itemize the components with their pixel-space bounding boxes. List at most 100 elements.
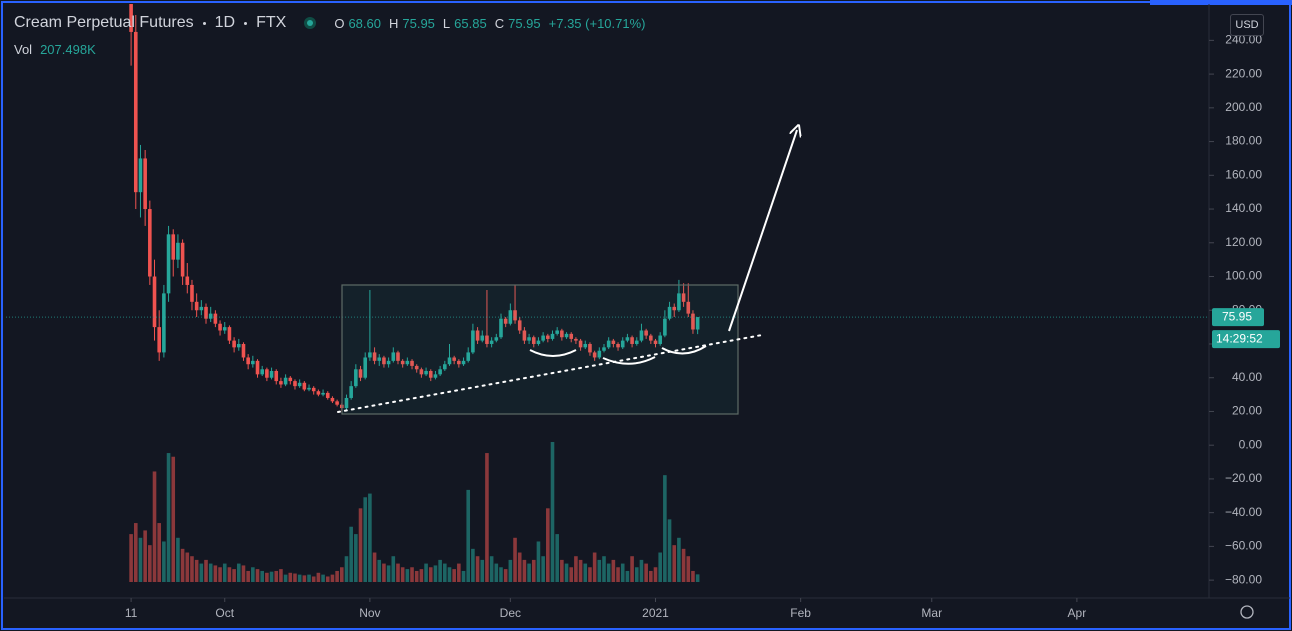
candle-body <box>677 293 681 311</box>
separator <box>244 21 248 25</box>
candle-body <box>330 397 335 402</box>
volume-bar <box>269 571 274 582</box>
candle-body <box>307 387 311 390</box>
volume-bar <box>592 552 597 582</box>
candle-body <box>447 357 452 365</box>
candle-body <box>663 318 667 336</box>
candle-body <box>466 352 471 361</box>
volume-bar <box>143 530 147 582</box>
volume-bar <box>447 567 452 582</box>
volume-bar <box>564 563 569 582</box>
candle-body <box>190 284 194 302</box>
x-tick-label: 2021 <box>642 606 669 620</box>
trend-line <box>337 334 763 413</box>
candle-body <box>644 330 648 336</box>
candle-body <box>288 377 293 382</box>
ohlc-key: L <box>442 15 451 31</box>
candle-body <box>185 276 190 285</box>
volume-bar <box>325 576 330 582</box>
volume-label: Vol <box>14 42 33 57</box>
volume-bar <box>475 556 480 582</box>
candle-body <box>218 323 222 331</box>
arrow <box>728 130 797 332</box>
candle-body <box>396 352 400 361</box>
candle-body <box>311 387 316 392</box>
live-dot <box>304 17 317 29</box>
candle-body <box>354 369 358 387</box>
candle-body <box>414 365 419 370</box>
volume-bar <box>667 519 672 582</box>
ohlc-key: O <box>334 15 345 31</box>
ohlc-value: 65.85 <box>454 15 487 31</box>
candle-body <box>227 327 232 341</box>
candle-body <box>625 337 630 341</box>
volume-bar <box>634 567 639 582</box>
candle-body <box>485 335 489 344</box>
volume-bar <box>157 523 161 582</box>
volume-bar <box>489 556 494 582</box>
volume-bar <box>569 567 574 582</box>
candle-body <box>536 340 541 344</box>
candle-body <box>213 313 218 324</box>
candle-body <box>208 313 213 319</box>
currency-button[interactable]: USD <box>1230 14 1264 36</box>
candle-body <box>630 337 634 344</box>
volume-bar <box>176 537 180 582</box>
candle-body <box>541 335 545 341</box>
volume-bar <box>283 574 288 582</box>
volume-bar <box>555 534 559 582</box>
candle-body <box>391 352 396 361</box>
candle-body <box>461 360 466 365</box>
y-tick-label: 20.00 <box>1232 404 1262 418</box>
candle-body <box>377 357 382 361</box>
volume-bar <box>293 573 297 582</box>
candle-body <box>199 306 204 311</box>
candle-body <box>194 301 199 311</box>
candle-body <box>162 293 166 353</box>
volume-bar <box>232 569 236 582</box>
change: +7.35 (+10.71%) <box>548 15 646 31</box>
range-box <box>341 284 739 415</box>
candle-body <box>592 352 597 358</box>
y-tick-label: 220.00 <box>1225 66 1262 80</box>
volume-bar <box>339 567 344 582</box>
volume-bar <box>288 572 293 582</box>
volume-bar <box>588 567 592 582</box>
volume-bar <box>691 570 695 582</box>
volume-bar <box>335 570 339 582</box>
candle-body <box>499 318 503 338</box>
x-tick-label: Feb <box>790 606 811 620</box>
candle-body <box>489 340 494 344</box>
ohlc-key: H <box>388 15 399 31</box>
settings-icon[interactable] <box>1240 605 1254 619</box>
candle-body <box>265 369 269 378</box>
volume-bar <box>471 548 475 582</box>
candle-body <box>386 360 391 365</box>
candle-body <box>583 343 588 348</box>
candle-body <box>246 357 250 365</box>
volume-bar <box>517 552 522 582</box>
candle-body <box>241 343 246 358</box>
volume-bar <box>681 548 686 582</box>
volume-bar <box>466 489 471 582</box>
axes: 240.00 220.00 200.00 180.00 160.00 140.00 120.… <box>125 33 1280 620</box>
price-badge-label: 75.95 <box>1222 309 1252 323</box>
y-tick-label: −80.00 <box>1225 572 1262 586</box>
ohlc-key: C <box>494 15 505 31</box>
volume-bar <box>410 567 414 582</box>
y-tick-label: 240.00 <box>1225 33 1262 47</box>
candle-body <box>316 391 321 395</box>
volume-bar <box>251 567 255 582</box>
candle-body <box>574 338 578 341</box>
volume-bar <box>461 570 466 582</box>
candle-body <box>405 360 410 365</box>
volume-bar <box>574 556 578 582</box>
candle-body <box>321 392 325 395</box>
volume-bar <box>382 563 386 582</box>
candle-body <box>672 306 677 311</box>
candle-body <box>597 350 602 358</box>
volume-bar <box>639 559 644 582</box>
volume-bar <box>372 552 377 582</box>
drawings <box>337 130 797 415</box>
